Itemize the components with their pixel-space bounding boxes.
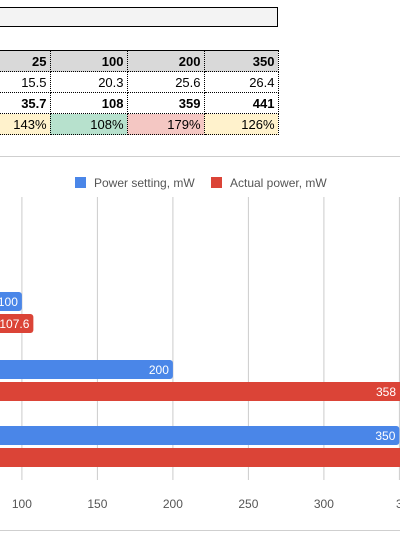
bar-data-label: 107.6: [0, 317, 30, 331]
header-cell[interactable]: 350: [204, 50, 279, 72]
table-cell[interactable]: 26.4: [204, 71, 279, 93]
legend-swatch-setting: [75, 177, 86, 188]
bar-chart[interactable]: Power setting, mW Actual power, mW 10010…: [0, 157, 400, 530]
bar-data-label: 100: [0, 295, 18, 309]
data-table: 25 100 200 350 15.5 20.3 25.6 26.4 35.7 …: [0, 50, 279, 135]
x-tick-label: 3: [396, 497, 400, 511]
table-cell[interactable]: 441: [204, 92, 279, 114]
bar-data-label: 350: [375, 429, 395, 443]
chart-border-top: [0, 156, 400, 157]
percent-cell[interactable]: 108%: [50, 113, 128, 135]
table-cell[interactable]: 25.6: [127, 71, 205, 93]
formula-bar[interactable]: [0, 7, 278, 27]
chart-border-bottom: [0, 530, 400, 531]
legend-label-setting: Power setting, mW: [94, 176, 195, 190]
bar-actual-power[interactable]: [0, 314, 34, 333]
table-cell[interactable]: 35.7: [0, 92, 51, 114]
x-tick-label: 200: [163, 497, 183, 511]
table-cell[interactable]: 359: [127, 92, 205, 114]
percent-cell[interactable]: 126%: [204, 113, 279, 135]
table-row: 35.7 108 359 441: [0, 92, 279, 114]
chart-legend: Power setting, mW Actual power, mW: [75, 176, 327, 190]
table-cell[interactable]: 15.5: [0, 71, 51, 93]
bar-power-setting[interactable]: [0, 426, 400, 445]
header-cell[interactable]: 200: [127, 50, 205, 72]
chart-bars: 100 107.6 200 358 350: [0, 292, 400, 467]
table-cell[interactable]: 20.3: [50, 71, 128, 93]
bar-data-label: 200: [149, 363, 169, 377]
header-cell[interactable]: 100: [50, 50, 128, 72]
table-row: 143% 108% 179% 126%: [0, 113, 279, 135]
percent-cell[interactable]: 143%: [0, 113, 51, 135]
x-tick-label: 300: [314, 497, 334, 511]
percent-cell[interactable]: 179%: [127, 113, 205, 135]
header-cell[interactable]: 25: [0, 50, 51, 72]
table-cell[interactable]: 108: [50, 92, 128, 114]
legend-swatch-actual: [211, 177, 222, 188]
x-axis-ticks: 100 150 200 250 300 3: [12, 497, 400, 511]
x-tick-label: 250: [238, 497, 258, 511]
bar-actual-power[interactable]: [0, 382, 400, 401]
bar-actual-power[interactable]: [0, 448, 400, 467]
bar-data-label: 358: [376, 385, 396, 399]
table-row: 15.5 20.3 25.6 26.4: [0, 71, 279, 93]
x-tick-label: 150: [87, 497, 107, 511]
x-tick-label: 100: [12, 497, 32, 511]
table-row: 25 100 200 350: [0, 50, 279, 72]
bar-power-setting[interactable]: [0, 292, 22, 311]
legend-label-actual: Actual power, mW: [230, 176, 327, 190]
bar-power-setting[interactable]: [0, 360, 173, 379]
